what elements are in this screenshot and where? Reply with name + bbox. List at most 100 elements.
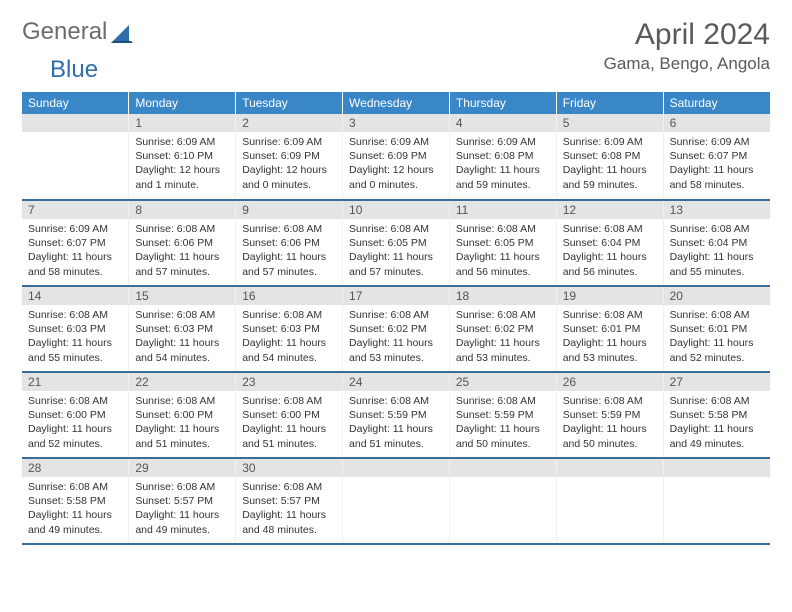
day-number: 13 (664, 201, 770, 219)
day-details: Sunrise: 6:09 AMSunset: 6:10 PMDaylight:… (129, 132, 235, 194)
calendar-week-row: 28Sunrise: 6:08 AMSunset: 5:58 PMDayligh… (22, 458, 770, 544)
day-number: 23 (236, 373, 342, 391)
day-number: 11 (450, 201, 556, 219)
day-number (557, 459, 663, 477)
calendar-day-cell (449, 458, 556, 544)
calendar-day-cell: 6Sunrise: 6:09 AMSunset: 6:07 PMDaylight… (663, 114, 770, 200)
day-details: Sunrise: 6:08 AMSunset: 5:59 PMDaylight:… (343, 391, 449, 453)
day-number: 28 (22, 459, 128, 477)
day-details: Sunrise: 6:09 AMSunset: 6:07 PMDaylight:… (22, 219, 128, 281)
day-details: Sunrise: 6:08 AMSunset: 5:59 PMDaylight:… (557, 391, 663, 453)
calendar-day-cell: 21Sunrise: 6:08 AMSunset: 6:00 PMDayligh… (22, 372, 129, 458)
calendar-day-cell: 1Sunrise: 6:09 AMSunset: 6:10 PMDaylight… (129, 114, 236, 200)
day-number: 10 (343, 201, 449, 219)
calendar-day-cell: 29Sunrise: 6:08 AMSunset: 5:57 PMDayligh… (129, 458, 236, 544)
day-details: Sunrise: 6:08 AMSunset: 6:00 PMDaylight:… (129, 391, 235, 453)
day-number: 8 (129, 201, 235, 219)
calendar-week-row: 14Sunrise: 6:08 AMSunset: 6:03 PMDayligh… (22, 286, 770, 372)
day-details (22, 132, 128, 192)
day-details: Sunrise: 6:08 AMSunset: 6:00 PMDaylight:… (22, 391, 128, 453)
day-details (343, 477, 449, 537)
calendar-day-cell (343, 458, 450, 544)
calendar-day-cell: 19Sunrise: 6:08 AMSunset: 6:01 PMDayligh… (556, 286, 663, 372)
day-details: Sunrise: 6:08 AMSunset: 6:01 PMDaylight:… (557, 305, 663, 367)
day-details: Sunrise: 6:08 AMSunset: 6:05 PMDaylight:… (450, 219, 556, 281)
day-number: 12 (557, 201, 663, 219)
calendar-day-cell: 8Sunrise: 6:08 AMSunset: 6:06 PMDaylight… (129, 200, 236, 286)
day-number (22, 114, 128, 132)
calendar-table: SundayMondayTuesdayWednesdayThursdayFrid… (22, 92, 770, 545)
day-details: Sunrise: 6:08 AMSunset: 5:58 PMDaylight:… (664, 391, 770, 453)
weekday-header: Tuesday (236, 92, 343, 114)
calendar-day-cell: 25Sunrise: 6:08 AMSunset: 5:59 PMDayligh… (449, 372, 556, 458)
day-details: Sunrise: 6:09 AMSunset: 6:09 PMDaylight:… (343, 132, 449, 194)
day-details: Sunrise: 6:08 AMSunset: 6:06 PMDaylight:… (236, 219, 342, 281)
day-number: 17 (343, 287, 449, 305)
calendar-day-cell: 12Sunrise: 6:08 AMSunset: 6:04 PMDayligh… (556, 200, 663, 286)
calendar-day-cell: 13Sunrise: 6:08 AMSunset: 6:04 PMDayligh… (663, 200, 770, 286)
day-number: 16 (236, 287, 342, 305)
calendar-day-cell: 18Sunrise: 6:08 AMSunset: 6:02 PMDayligh… (449, 286, 556, 372)
weekday-header: Sunday (22, 92, 129, 114)
day-details: Sunrise: 6:08 AMSunset: 5:57 PMDaylight:… (236, 477, 342, 539)
day-number: 21 (22, 373, 128, 391)
calendar-page: General April 2024 Gama, Bengo, Angola B… (0, 0, 792, 555)
calendar-day-cell: 11Sunrise: 6:08 AMSunset: 6:05 PMDayligh… (449, 200, 556, 286)
day-number: 27 (664, 373, 770, 391)
day-number: 15 (129, 287, 235, 305)
day-details: Sunrise: 6:08 AMSunset: 6:03 PMDaylight:… (236, 305, 342, 367)
day-details: Sunrise: 6:08 AMSunset: 6:05 PMDaylight:… (343, 219, 449, 281)
day-number: 3 (343, 114, 449, 132)
day-details: Sunrise: 6:09 AMSunset: 6:08 PMDaylight:… (450, 132, 556, 194)
calendar-header-row: SundayMondayTuesdayWednesdayThursdayFrid… (22, 92, 770, 114)
day-details: Sunrise: 6:08 AMSunset: 6:02 PMDaylight:… (343, 305, 449, 367)
day-number (343, 459, 449, 477)
page-title: April 2024 (604, 18, 770, 52)
calendar-day-cell: 5Sunrise: 6:09 AMSunset: 6:08 PMDaylight… (556, 114, 663, 200)
calendar-day-cell: 17Sunrise: 6:08 AMSunset: 6:02 PMDayligh… (343, 286, 450, 372)
weekday-header: Friday (556, 92, 663, 114)
day-details (557, 477, 663, 537)
day-number: 7 (22, 201, 128, 219)
weekday-header: Saturday (663, 92, 770, 114)
day-details: Sunrise: 6:08 AMSunset: 5:58 PMDaylight:… (22, 477, 128, 539)
day-number: 2 (236, 114, 342, 132)
weekday-header: Monday (129, 92, 236, 114)
day-number: 5 (557, 114, 663, 132)
calendar-day-cell: 2Sunrise: 6:09 AMSunset: 6:09 PMDaylight… (236, 114, 343, 200)
day-number: 25 (450, 373, 556, 391)
calendar-day-cell: 4Sunrise: 6:09 AMSunset: 6:08 PMDaylight… (449, 114, 556, 200)
day-number: 20 (664, 287, 770, 305)
calendar-day-cell: 26Sunrise: 6:08 AMSunset: 5:59 PMDayligh… (556, 372, 663, 458)
logo: General (22, 18, 135, 46)
calendar-day-cell: 15Sunrise: 6:08 AMSunset: 6:03 PMDayligh… (129, 286, 236, 372)
calendar-day-cell: 9Sunrise: 6:08 AMSunset: 6:06 PMDaylight… (236, 200, 343, 286)
day-details (450, 477, 556, 537)
day-details: Sunrise: 6:08 AMSunset: 6:00 PMDaylight:… (236, 391, 342, 453)
day-details: Sunrise: 6:08 AMSunset: 5:57 PMDaylight:… (129, 477, 235, 539)
calendar-week-row: 21Sunrise: 6:08 AMSunset: 6:00 PMDayligh… (22, 372, 770, 458)
calendar-week-row: 7Sunrise: 6:09 AMSunset: 6:07 PMDaylight… (22, 200, 770, 286)
day-number (664, 459, 770, 477)
day-number: 4 (450, 114, 556, 132)
day-details: Sunrise: 6:08 AMSunset: 5:59 PMDaylight:… (450, 391, 556, 453)
calendar-day-cell: 16Sunrise: 6:08 AMSunset: 6:03 PMDayligh… (236, 286, 343, 372)
day-number: 18 (450, 287, 556, 305)
day-number: 26 (557, 373, 663, 391)
calendar-day-cell: 20Sunrise: 6:08 AMSunset: 6:01 PMDayligh… (663, 286, 770, 372)
calendar-day-cell: 28Sunrise: 6:08 AMSunset: 5:58 PMDayligh… (22, 458, 129, 544)
day-number: 19 (557, 287, 663, 305)
day-number: 30 (236, 459, 342, 477)
logo-sail-icon (111, 23, 133, 43)
calendar-day-cell: 24Sunrise: 6:08 AMSunset: 5:59 PMDayligh… (343, 372, 450, 458)
day-details: Sunrise: 6:09 AMSunset: 6:07 PMDaylight:… (664, 132, 770, 194)
day-number: 14 (22, 287, 128, 305)
calendar-day-cell (663, 458, 770, 544)
day-details: Sunrise: 6:08 AMSunset: 6:03 PMDaylight:… (129, 305, 235, 367)
day-details: Sunrise: 6:08 AMSunset: 6:01 PMDaylight:… (664, 305, 770, 367)
calendar-day-cell: 30Sunrise: 6:08 AMSunset: 5:57 PMDayligh… (236, 458, 343, 544)
day-details: Sunrise: 6:08 AMSunset: 6:03 PMDaylight:… (22, 305, 128, 367)
weekday-header: Thursday (449, 92, 556, 114)
day-number: 22 (129, 373, 235, 391)
calendar-day-cell: 10Sunrise: 6:08 AMSunset: 6:05 PMDayligh… (343, 200, 450, 286)
